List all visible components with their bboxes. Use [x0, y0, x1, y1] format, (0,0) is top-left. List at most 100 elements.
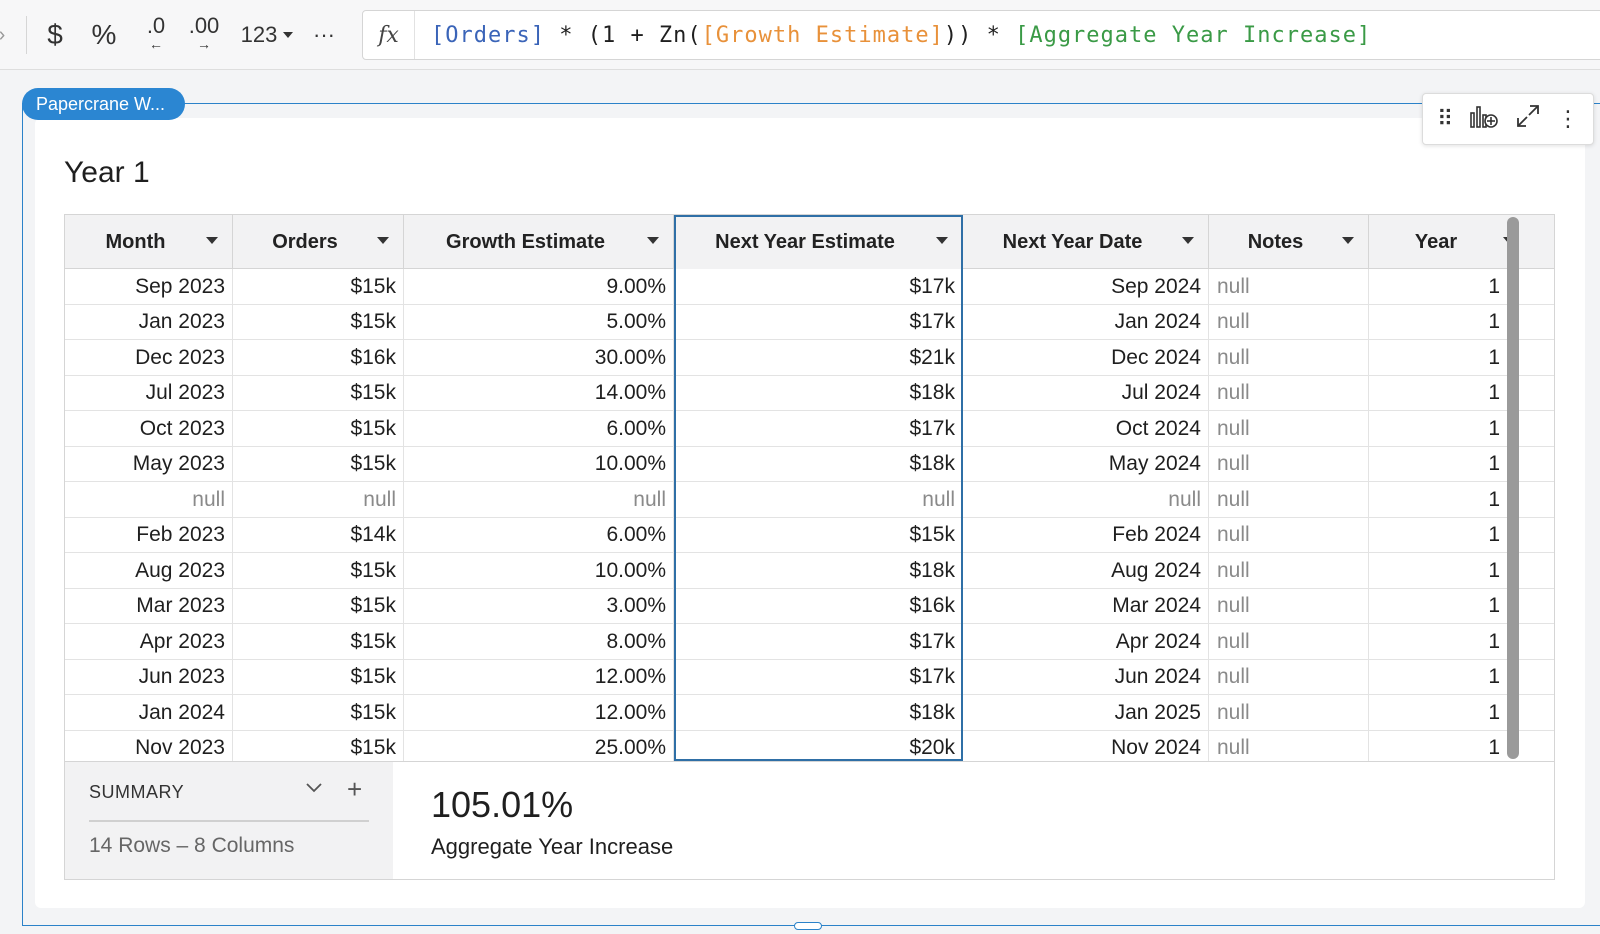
cell-next-year-estimate[interactable]: $17k	[674, 624, 963, 660]
caret-down-icon[interactable]	[1342, 237, 1354, 244]
caret-down-icon[interactable]	[206, 237, 218, 244]
cell-year[interactable]: 1	[1488, 629, 1500, 653]
table-row[interactable]: null null null null null null 1	[65, 482, 1554, 518]
cell-growth-estimate[interactable]: 6.00%	[404, 411, 674, 447]
cell-next-year-estimate[interactable]: $16k	[674, 588, 963, 624]
column-header-notes[interactable]: Notes	[1209, 215, 1369, 269]
cell-next-year-date[interactable]: Jan 2025	[963, 695, 1209, 731]
cell-orders[interactable]: $15k	[233, 446, 404, 482]
formula-bar[interactable]: fx [Orders] * (1 + Zn([Growth Estimate])…	[362, 10, 1600, 60]
caret-down-icon[interactable]	[936, 237, 948, 244]
column-header-next-year-date[interactable]: Next Year Date	[963, 215, 1209, 269]
kebab-menu-icon[interactable]: ⋮	[1557, 106, 1580, 131]
cell-next-year-estimate[interactable]: $18k	[674, 375, 963, 411]
cell-next-year-date[interactable]: Aug 2024	[963, 553, 1209, 589]
column-header-next-year-estimate[interactable]: Next Year Estimate	[674, 215, 963, 269]
cell-year[interactable]: 1	[1488, 665, 1500, 689]
decrease-decimals-button[interactable]: .0 ←	[140, 14, 172, 56]
cell-notes[interactable]: null	[1209, 659, 1369, 695]
cell-orders[interactable]: $14k	[233, 517, 404, 553]
cell-next-year-date[interactable]: Apr 2024	[963, 624, 1209, 660]
increase-decimals-button[interactable]: .00 →	[186, 14, 222, 56]
percent-format-button[interactable]: %	[86, 14, 122, 56]
table-row[interactable]: Nov 2023 $15k 25.00% $20k Nov 2024 null 1	[65, 730, 1554, 761]
cell-month[interactable]: Aug 2023	[65, 553, 233, 589]
cell-month[interactable]: Apr 2023	[65, 624, 233, 660]
cell-next-year-estimate[interactable]: $17k	[674, 269, 963, 305]
cell-growth-estimate[interactable]: 30.00%	[404, 340, 674, 376]
cell-orders[interactable]: null	[233, 482, 404, 518]
cell-notes[interactable]: null	[1209, 482, 1369, 518]
table-row[interactable]: Feb 2023 $14k 6.00% $15k Feb 2024 null 1	[65, 517, 1554, 553]
cell-notes[interactable]: null	[1209, 624, 1369, 660]
currency-format-button[interactable]: $	[40, 14, 70, 56]
drag-handle-icon[interactable]: ⠿	[1436, 106, 1454, 131]
caret-down-icon[interactable]	[377, 237, 389, 244]
cell-growth-estimate[interactable]: 12.00%	[404, 659, 674, 695]
cell-orders[interactable]: $15k	[233, 553, 404, 589]
cell-year[interactable]: 1	[1488, 523, 1500, 547]
container-tag[interactable]: Papercrane W...	[22, 88, 186, 120]
cell-orders[interactable]: $15k	[233, 659, 404, 695]
cell-month[interactable]: Dec 2023	[65, 340, 233, 376]
cell-orders[interactable]: $15k	[233, 411, 404, 447]
table-row[interactable]: Jan 2024 $15k 12.00% $18k Jan 2025 null 1	[65, 695, 1554, 731]
cell-year[interactable]: 1	[1488, 310, 1500, 334]
caret-down-icon[interactable]	[1182, 237, 1194, 244]
cell-notes[interactable]: null	[1209, 340, 1369, 376]
cell-notes[interactable]: null	[1209, 730, 1369, 761]
table-row[interactable]: Jan 2023 $15k 5.00% $17k Jan 2024 null 1	[65, 304, 1554, 340]
cell-next-year-date[interactable]: Jan 2024	[963, 304, 1209, 340]
cell-next-year-date[interactable]: Oct 2024	[963, 411, 1209, 447]
cell-orders[interactable]: $15k	[233, 304, 404, 340]
cell-orders[interactable]: $15k	[233, 730, 404, 761]
column-header-month[interactable]: Month	[65, 215, 233, 269]
cell-month[interactable]: null	[65, 482, 233, 518]
cell-month[interactable]: Mar 2023	[65, 588, 233, 624]
more-options-button[interactable]: ···	[306, 14, 342, 56]
cell-growth-estimate[interactable]: 9.00%	[404, 269, 674, 305]
cell-next-year-date[interactable]: Sep 2024	[963, 269, 1209, 305]
cell-next-year-estimate[interactable]: $18k	[674, 446, 963, 482]
cell-growth-estimate[interactable]: 5.00%	[404, 304, 674, 340]
cell-next-year-date[interactable]: Nov 2024	[963, 730, 1209, 761]
cell-growth-estimate[interactable]: 12.00%	[404, 695, 674, 731]
cell-month[interactable]: Jun 2023	[65, 659, 233, 695]
summary-metric-value[interactable]: 105.01%	[431, 784, 574, 825]
element-title[interactable]: Year 1	[64, 156, 150, 189]
vertical-scrollbar[interactable]	[1507, 217, 1519, 759]
cell-next-year-estimate[interactable]: $20k	[674, 730, 963, 761]
table-row[interactable]: Sep 2023 $15k 9.00% $17k Sep 2024 null 1	[65, 269, 1554, 305]
cell-month[interactable]: Jul 2023	[65, 375, 233, 411]
table-row[interactable]: May 2023 $15k 10.00% $18k May 2024 null 1	[65, 446, 1554, 482]
cell-notes[interactable]: null	[1209, 588, 1369, 624]
cell-notes[interactable]: null	[1209, 446, 1369, 482]
table-row[interactable]: Jul 2023 $15k 14.00% $18k Jul 2024 null 1	[65, 375, 1554, 411]
table-row[interactable]: Mar 2023 $15k 3.00% $16k Mar 2024 null 1	[65, 588, 1554, 624]
cell-year[interactable]: 1	[1488, 594, 1500, 618]
cell-growth-estimate[interactable]: 8.00%	[404, 624, 674, 660]
cell-month[interactable]: Jan 2024	[65, 695, 233, 731]
cell-next-year-estimate[interactable]: $21k	[674, 340, 963, 376]
cell-notes[interactable]: null	[1209, 411, 1369, 447]
cell-growth-estimate[interactable]: 6.00%	[404, 517, 674, 553]
cell-orders[interactable]: $15k	[233, 375, 404, 411]
cell-orders[interactable]: $15k	[233, 588, 404, 624]
cell-growth-estimate[interactable]: 10.00%	[404, 553, 674, 589]
cell-notes[interactable]: null	[1209, 695, 1369, 731]
cell-growth-estimate[interactable]: null	[404, 482, 674, 518]
cell-growth-estimate[interactable]: 10.00%	[404, 446, 674, 482]
cell-growth-estimate[interactable]: 25.00%	[404, 730, 674, 761]
expand-icon[interactable]	[1515, 103, 1541, 135]
cell-month[interactable]: Feb 2023	[65, 517, 233, 553]
cell-notes[interactable]: null	[1209, 269, 1369, 305]
cell-year[interactable]: 1	[1488, 558, 1500, 582]
cell-next-year-estimate[interactable]: null	[674, 482, 963, 518]
cell-year[interactable]: 1	[1488, 381, 1500, 405]
chevron-right-icon[interactable]: ›	[0, 14, 10, 56]
cell-next-year-date[interactable]: Jul 2024	[963, 375, 1209, 411]
chevron-down-icon[interactable]	[305, 778, 323, 799]
cell-orders[interactable]: $15k	[233, 624, 404, 660]
cell-next-year-estimate[interactable]: $15k	[674, 517, 963, 553]
column-header-growth-estimate[interactable]: Growth Estimate	[404, 215, 674, 269]
